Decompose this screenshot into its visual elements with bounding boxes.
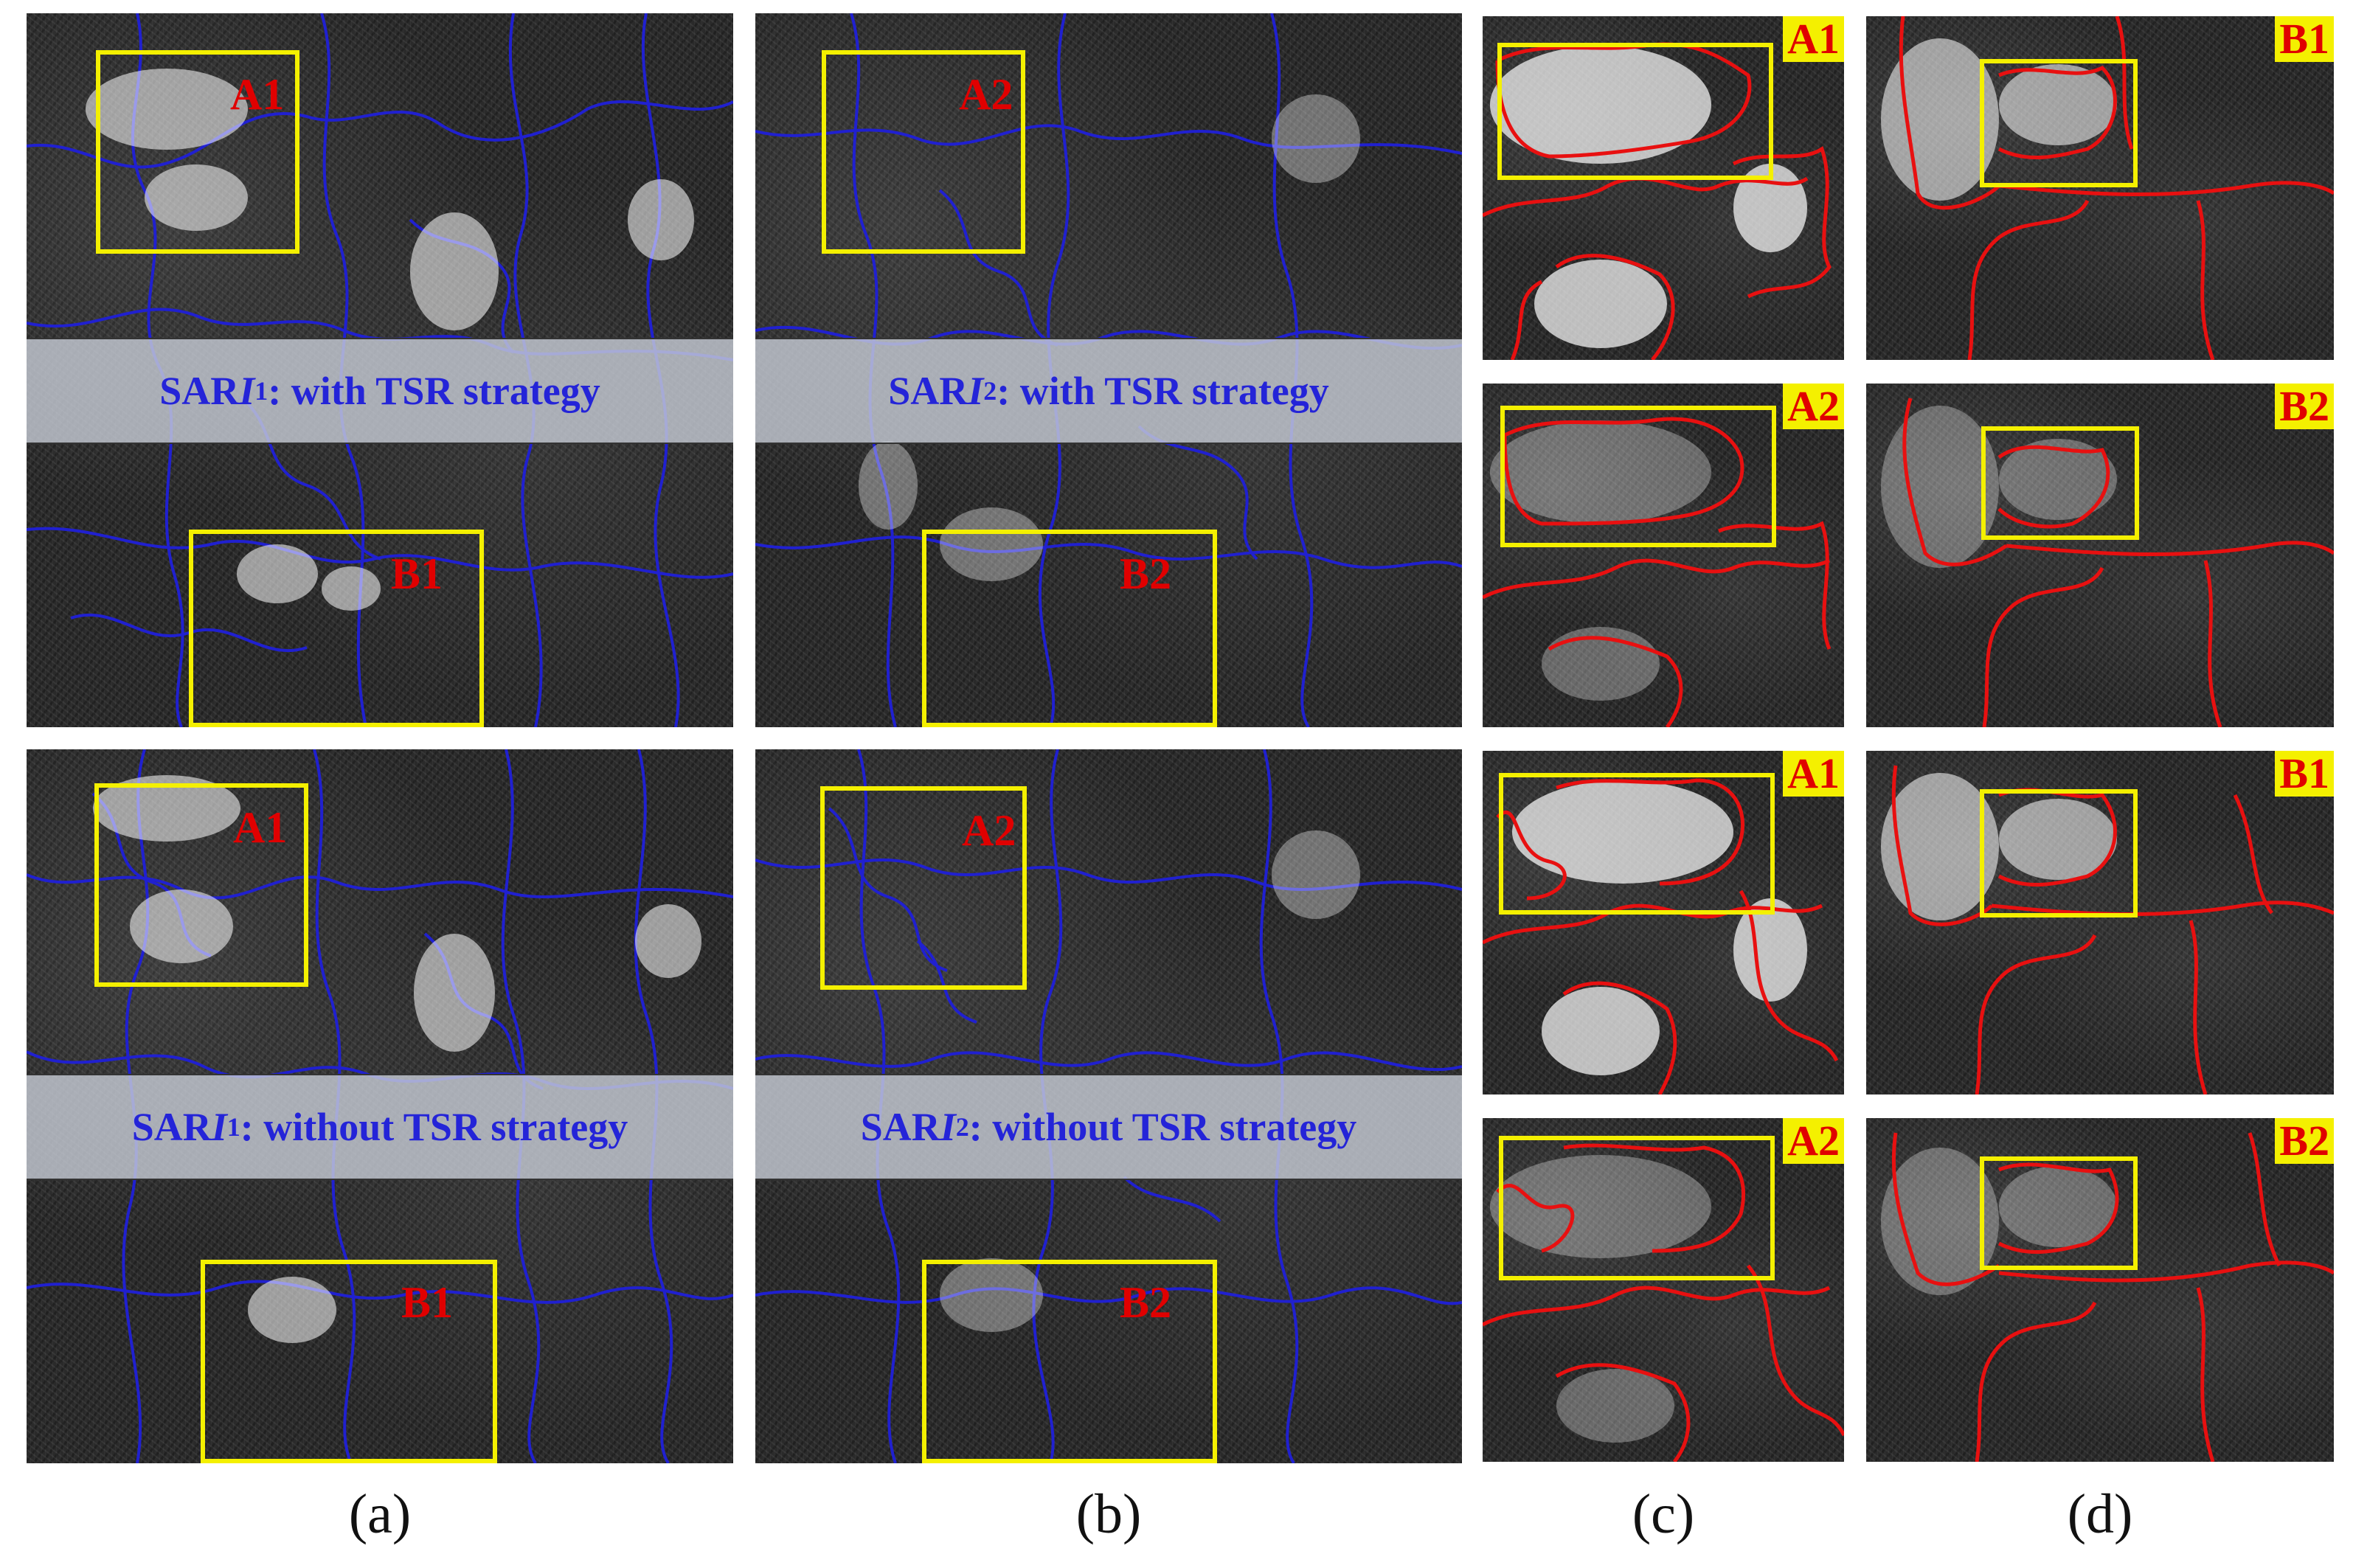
zoom-roi-label: A2 [1783,384,1844,429]
roi-label-b: B1 [391,549,443,598]
column-label-d: (d) [2067,1483,2133,1545]
caption-var: I [239,369,255,413]
roi-box-a [822,50,1025,254]
zoom-panel-d-2: B2 [1866,384,2334,727]
caption-prefix: SAR [860,1105,940,1149]
superpixel-boundaries-zoom [1881,1132,2334,1462]
zoom-roi-label: A1 [1783,751,1844,797]
zoom-roi-label: B1 [2275,751,2334,797]
zoom-roi-box [1980,1156,2138,1270]
zoom-roi-box [1981,426,2139,540]
zoom-roi-box [1497,43,1773,180]
superpixel-boundaries-zoom [1483,417,1832,727]
roi-box-a [94,783,308,987]
caption-prefix: SAR [888,369,968,413]
caption-var: I [968,369,984,413]
superpixel-boundaries-zoom [1881,398,2334,727]
zoom-panel-c-1: A1 [1483,16,1844,360]
zoom-roi-label: B2 [2275,384,2334,429]
zoom-panel-d-1: B1 [1866,16,2334,360]
roi-label-b: B1 [401,1278,454,1327]
column-label-a: (a) [348,1483,412,1545]
superpixel-boundaries-zoom [1881,765,2334,1095]
roi-box-b [922,530,1217,727]
zoom-panel-c-3: A1 [1483,751,1844,1095]
roi-label-a: A1 [233,803,288,852]
zoom-roi-label: A1 [1783,16,1844,62]
roi-label-a: A2 [959,70,1013,119]
caption-prefix: SAR [159,369,240,413]
superpixel-boundaries-zoom [1483,778,1839,1095]
roi-label-b: B2 [1120,1278,1172,1327]
superpixel-boundaries-zoom [1483,1143,1844,1462]
caption-suffix: : without TSR strategy [968,1105,1357,1149]
roi-box-a [96,50,299,254]
zoom-roi-box [1980,59,2138,187]
caption-suffix: : with TSR strategy [997,369,1329,413]
caption-var: I [211,1105,227,1149]
superpixel-boundaries-zoom [1881,16,2334,360]
zoom-panel-d-3: B1 [1866,751,2334,1095]
zoom-roi-label: B2 [2275,1118,2334,1164]
column-label-c: (c) [1632,1483,1695,1545]
caption-suffix: : with TSR strategy [268,369,600,413]
column-label-b: (b) [1075,1483,1142,1545]
zoom-panel-c-2: A2 [1483,384,1844,727]
roi-box-a [820,786,1027,990]
zoom-roi-box [1499,773,1775,915]
caption-sub: 2 [955,1112,969,1142]
caption-sub: 2 [983,376,997,406]
zoom-roi-label: B1 [2275,16,2334,62]
caption-suffix: : without TSR strategy [240,1105,628,1149]
caption-sub: 1 [254,376,268,406]
zoom-roi-box [1980,789,2138,917]
zoom-roi-box [1499,1136,1775,1280]
zoom-panel-d-4: B2 [1866,1118,2334,1462]
caption-sub: 1 [226,1112,240,1142]
zoom-roi-label: A2 [1783,1118,1844,1164]
roi-box-b [922,1260,1217,1463]
zoom-roi-box [1500,406,1776,547]
roi-label-a: A1 [230,70,285,119]
zoom-panel-c-4: A2 [1483,1118,1844,1462]
caption-var: I [940,1105,956,1149]
roi-box-b [189,530,484,727]
roi-box-b [201,1260,497,1463]
roi-label-b: B2 [1120,549,1172,598]
superpixel-boundaries [27,13,733,727]
caption-prefix: SAR [131,1105,212,1149]
superpixel-boundaries-zoom [1483,42,1832,360]
roi-label-a: A2 [962,806,1016,855]
